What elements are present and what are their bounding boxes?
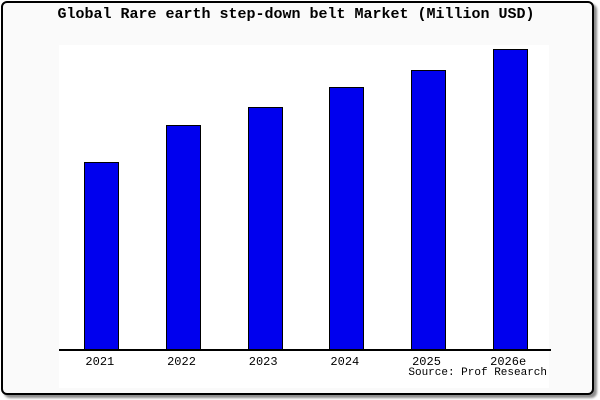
x-tick-label-2025: 2025 <box>412 355 441 369</box>
x-tick-label-2022: 2022 <box>167 355 196 369</box>
bar-2026e <box>492 49 528 350</box>
bar-2022 <box>166 125 201 350</box>
plot-area <box>59 45 549 388</box>
bar-2021 <box>84 162 120 350</box>
bar-2023 <box>247 107 283 350</box>
chart-title: Global Rare earth step-down belt Market … <box>57 6 535 23</box>
x-tick-label-2024: 2024 <box>330 355 360 369</box>
x-tick-label-2023: 2023 <box>248 355 278 369</box>
x-tick-label-2026e: 2026e <box>490 355 527 369</box>
x-axis-line <box>59 349 551 351</box>
x-tick-label-2021: 2021 <box>85 355 115 369</box>
bar-2024 <box>329 87 365 350</box>
bar-2025 <box>411 70 446 350</box>
source-credit: Source: Prof Research <box>408 367 547 379</box>
